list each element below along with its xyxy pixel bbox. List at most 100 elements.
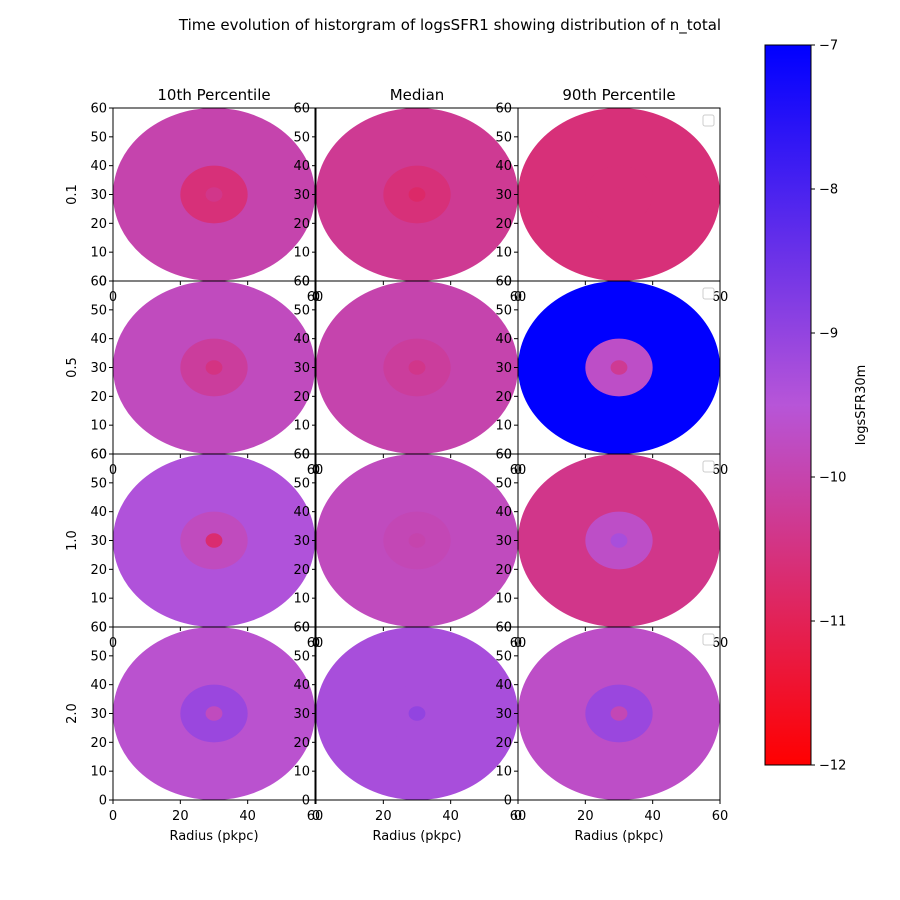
y-tick-label: 0 — [99, 621, 107, 636]
y-tick-label: 40 — [293, 159, 310, 174]
colorbar-tick-label: −12 — [819, 759, 846, 774]
x-axis-label: Radius (pkpc) — [574, 829, 663, 844]
y-tick-label: 60 — [90, 102, 107, 117]
x-tick-label: 60 — [510, 809, 527, 824]
y-tick-label: 20 — [495, 390, 512, 405]
x-axis-label: Radius (pkpc) — [372, 829, 461, 844]
y-tick-label: 30 — [293, 534, 310, 549]
y-tick-label: 40 — [90, 678, 107, 693]
y-tick-label: 60 — [495, 275, 512, 290]
y-tick-label: 10 — [293, 419, 310, 434]
y-tick-label: 60 — [293, 621, 310, 636]
y-tick-label: 60 — [90, 621, 107, 636]
legend-box — [702, 460, 715, 473]
row-label: 0.5 — [65, 357, 80, 378]
y-tick-label: 0 — [504, 794, 512, 809]
ring-0 — [205, 187, 223, 202]
ring-0 — [408, 533, 426, 548]
row-label: 0.1 — [65, 184, 80, 205]
y-tick-label: 20 — [90, 390, 107, 405]
column-title: 10th Percentile — [157, 86, 270, 104]
ring-0 — [408, 706, 426, 721]
y-tick-label: 60 — [495, 621, 512, 636]
legend-box — [702, 633, 715, 646]
colorbar-tick-label: −8 — [819, 183, 838, 198]
y-tick-label: 20 — [293, 736, 310, 751]
y-tick-label: 40 — [90, 159, 107, 174]
y-tick-label: 50 — [495, 303, 512, 318]
ring-0 — [610, 706, 628, 721]
colorbar-tick-label: −11 — [819, 615, 846, 630]
y-tick-label: 40 — [495, 505, 512, 520]
x-tick-label: 0 — [312, 809, 320, 824]
colorbar-bar — [764, 44, 812, 766]
y-tick-label: 30 — [90, 361, 107, 376]
y-tick-label: 50 — [495, 649, 512, 664]
y-tick-label: 0 — [302, 794, 310, 809]
y-tick-label: 60 — [495, 448, 512, 463]
y-tick-label: 20 — [293, 390, 310, 405]
y-tick-label: 60 — [293, 275, 310, 290]
y-tick-label: 40 — [293, 332, 310, 347]
y-tick-label: 50 — [293, 649, 310, 664]
x-tick-label: 0 — [109, 809, 117, 824]
x-tick-label: 60 — [712, 809, 729, 824]
y-tick-label: 20 — [90, 217, 107, 232]
y-tick-label: 40 — [90, 332, 107, 347]
y-tick-label: 0 — [99, 275, 107, 290]
y-tick-label: 30 — [90, 707, 107, 722]
y-tick-label: 10 — [90, 592, 107, 607]
row-label: 1.0 — [65, 530, 80, 551]
y-tick-label: 40 — [293, 505, 310, 520]
ring-0 — [205, 706, 223, 721]
figure-title: Time evolution of historgram of logsSFR1… — [178, 16, 721, 35]
colorbar-tick-label: −7 — [819, 39, 838, 54]
y-tick-label: 10 — [293, 592, 310, 607]
y-tick-label: 40 — [495, 678, 512, 693]
y-tick-label: 20 — [495, 736, 512, 751]
y-tick-label: 30 — [293, 188, 310, 203]
y-tick-label: 30 — [495, 534, 512, 549]
y-tick-label: 50 — [90, 476, 107, 491]
y-tick-label: 50 — [293, 130, 310, 145]
y-tick-label: 20 — [90, 563, 107, 578]
y-tick-label: 20 — [495, 217, 512, 232]
y-tick-label: 60 — [90, 275, 107, 290]
panel-r0-c2: 0102030405060020406090th Percentile — [495, 86, 728, 305]
y-tick-label: 10 — [495, 246, 512, 261]
ring-0 — [408, 360, 426, 375]
y-tick-label: 60 — [90, 448, 107, 463]
ring-0 — [610, 533, 628, 548]
x-tick-label: 20 — [375, 809, 392, 824]
y-tick-label: 0 — [302, 621, 310, 636]
y-tick-label: 20 — [495, 563, 512, 578]
ring-0 — [205, 360, 223, 375]
x-tick-label: 20 — [172, 809, 189, 824]
y-tick-label: 60 — [293, 448, 310, 463]
ring-0 — [610, 360, 628, 375]
legend-box — [702, 114, 715, 127]
y-tick-label: 40 — [495, 332, 512, 347]
y-tick-label: 0 — [302, 448, 310, 463]
colorbar-label: logsSFR30m — [854, 365, 869, 446]
y-tick-label: 50 — [293, 476, 310, 491]
y-tick-label: 10 — [90, 419, 107, 434]
y-tick-label: 10 — [293, 765, 310, 780]
x-tick-label: 20 — [577, 809, 594, 824]
row-label: 2.0 — [65, 703, 80, 724]
column-title: Median — [390, 86, 445, 104]
y-tick-label: 30 — [495, 707, 512, 722]
ring-0 — [610, 187, 628, 202]
y-tick-label: 0 — [504, 448, 512, 463]
y-tick-label: 10 — [495, 592, 512, 607]
y-tick-label: 60 — [495, 102, 512, 117]
x-tick-label: 60 — [307, 809, 324, 824]
y-tick-label: 10 — [293, 246, 310, 261]
